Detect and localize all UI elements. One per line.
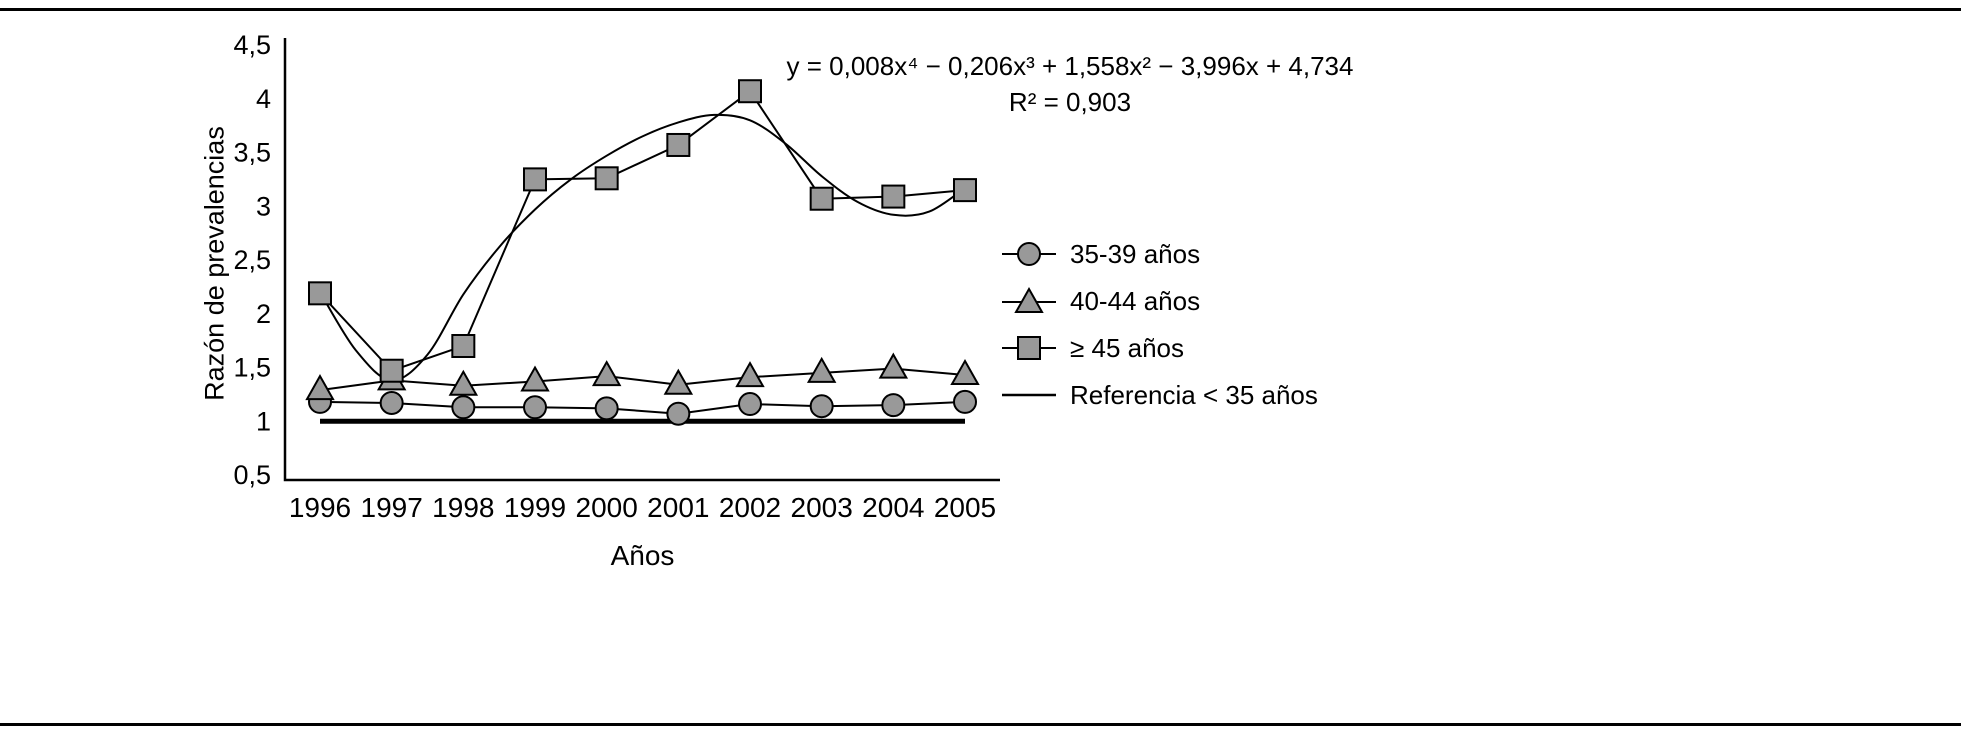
svg-text:3,5: 3,5 <box>233 138 271 168</box>
svg-text:2003: 2003 <box>791 492 853 523</box>
svg-text:4,5: 4,5 <box>233 30 271 60</box>
legend-label-reference: Referencia < 35 años <box>1070 380 1318 410</box>
top-rule <box>0 8 1961 11</box>
svg-text:2000: 2000 <box>576 492 638 523</box>
svg-text:2005: 2005 <box>934 492 996 523</box>
svg-text:2: 2 <box>256 299 271 329</box>
legend-item-40-44: 40-44 años <box>1002 285 1318 318</box>
x-tick-labels: 1996 1997 1998 1999 2000 2001 2002 2003 2004 2005 <box>289 492 996 523</box>
axes <box>283 38 1000 482</box>
svg-text:2004: 2004 <box>862 492 924 523</box>
legend-label-45-plus: ≥ 45 años <box>1070 333 1185 363</box>
reference-line-icon <box>1002 393 1056 397</box>
legend-item-35-39: 35-39 años <box>1002 238 1318 271</box>
legend-label-40-44: 40-44 años <box>1070 286 1201 316</box>
series-circle <box>308 389 977 426</box>
svg-text:1997: 1997 <box>361 492 423 523</box>
svg-text:2,5: 2,5 <box>233 245 271 275</box>
svg-text:2001: 2001 <box>647 492 709 523</box>
trend-equation-block: y = 0,008x⁴ − 0,206x³ + 1,558x² − 3,996x… <box>780 48 1360 120</box>
legend: 35-39 años 40-44 años ≥ 45 años Referenc… <box>1002 238 1318 412</box>
series-triangle <box>305 352 980 401</box>
square-marker-icon <box>1002 336 1056 360</box>
svg-text:1999: 1999 <box>504 492 566 523</box>
bottom-rule <box>0 723 1961 726</box>
circle-marker-icon <box>1002 242 1056 266</box>
triangle-marker-icon <box>1002 286 1056 313</box>
svg-text:2002: 2002 <box>719 492 781 523</box>
svg-text:1,5: 1,5 <box>233 353 271 383</box>
svg-text:1996: 1996 <box>289 492 351 523</box>
y-axis-title: Razón de prevalencias <box>199 126 230 401</box>
legend-item-reference: Referencia < 35 años <box>1002 379 1318 412</box>
r-squared-text: R² = 0,903 <box>1008 87 1132 117</box>
svg-text:1998: 1998 <box>432 492 494 523</box>
legend-label-35-39: 35-39 años <box>1070 239 1201 269</box>
trend-curve <box>319 113 966 382</box>
svg-text:3: 3 <box>256 191 271 221</box>
x-axis-title: Años <box>610 540 675 571</box>
legend-item-45-plus: ≥ 45 años <box>1002 332 1318 365</box>
y-tick-labels: 4,5 4 3,5 3 2,5 2 1,5 1 0,5 <box>233 30 271 490</box>
series-square <box>308 79 977 383</box>
svg-text:4: 4 <box>256 84 271 114</box>
trend-equation-text: y = 0,008x⁴ − 0,206x³ + 1,558x² − 3,996x… <box>786 51 1354 81</box>
svg-text:1: 1 <box>256 406 271 436</box>
svg-text:0,5: 0,5 <box>233 460 271 490</box>
